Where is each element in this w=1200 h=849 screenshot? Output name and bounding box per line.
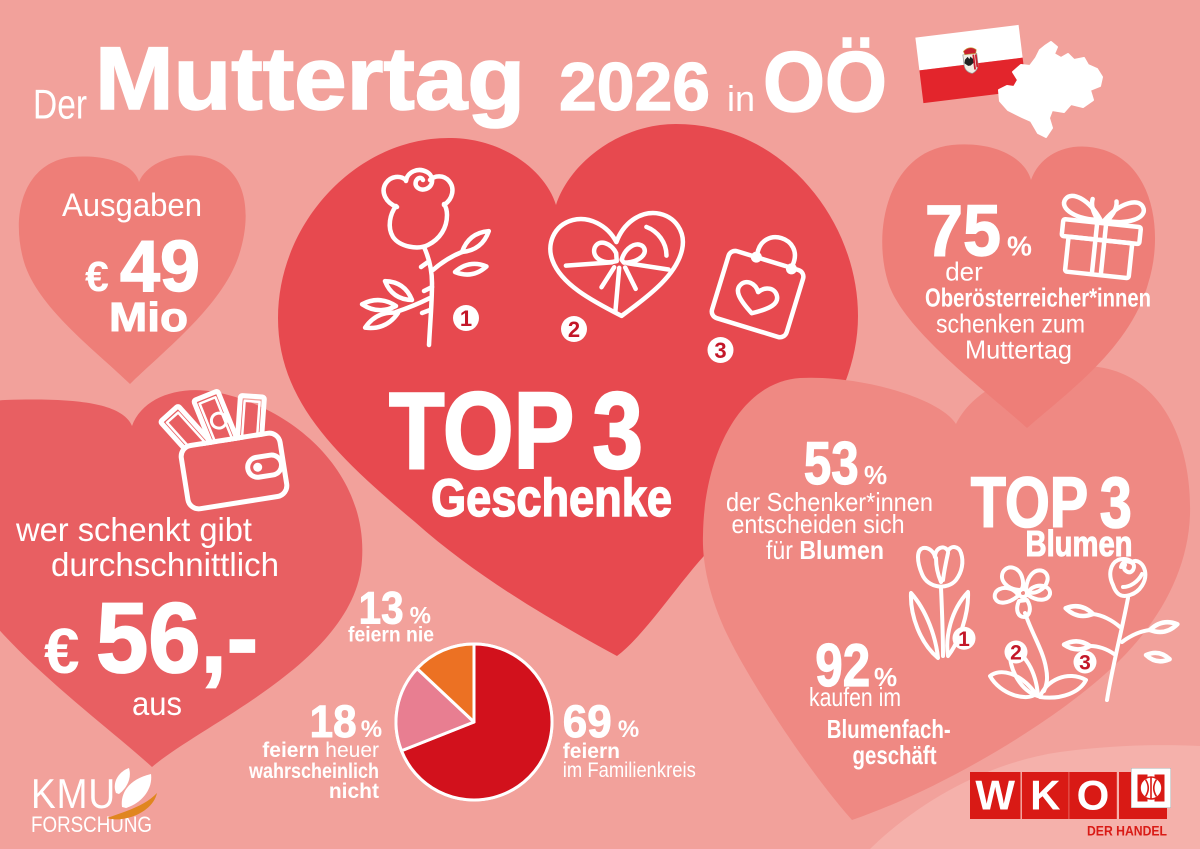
- svg-text:Der: Der: [33, 81, 87, 128]
- svg-text:2: 2: [568, 317, 580, 342]
- svg-text:Muttertag: Muttertag: [965, 335, 1072, 365]
- svg-text:1: 1: [460, 306, 472, 331]
- svg-text:im Familienkreis: im Familienkreis: [563, 759, 696, 782]
- svg-text:wahrscheinlich: wahrscheinlich: [248, 760, 379, 783]
- svg-text:durchschnittlich: durchschnittlich: [51, 546, 279, 583]
- svg-text:schenken zum: schenken zum: [936, 309, 1085, 339]
- svg-text:feiern nie: feiern nie: [348, 624, 434, 647]
- svg-text:%: %: [361, 716, 382, 743]
- svg-text:Blumen: Blumen: [1026, 523, 1133, 564]
- svg-text:€: €: [44, 615, 80, 687]
- svg-text:%: %: [618, 716, 639, 743]
- svg-text:1: 1: [958, 628, 970, 651]
- svg-text:feiern: feiern: [563, 740, 620, 763]
- svg-text:nicht: nicht: [329, 780, 379, 803]
- svg-text:53: 53: [804, 430, 859, 497]
- svg-text:92: 92: [815, 632, 870, 699]
- svg-text:kaufen im: kaufen im: [809, 682, 901, 712]
- svg-text:Oberösterreicher*innen: Oberösterreicher*innen: [925, 283, 1151, 313]
- svg-text:O: O: [1077, 772, 1110, 819]
- svg-text:49: 49: [120, 227, 200, 307]
- svg-text:K: K: [1030, 772, 1060, 819]
- svg-text:der: der: [945, 257, 983, 287]
- svg-text:%: %: [1007, 231, 1032, 262]
- svg-text:18: 18: [310, 696, 357, 747]
- svg-text:feiern heuer: feiern heuer: [262, 739, 379, 762]
- svg-text:TOP 3: TOP 3: [971, 464, 1132, 543]
- svg-text:Blumenfach-: Blumenfach-: [827, 714, 951, 744]
- svg-text:%: %: [874, 662, 897, 692]
- svg-text:3: 3: [714, 338, 726, 363]
- svg-text:wer schenkt gibt: wer schenkt gibt: [15, 511, 252, 548]
- svg-text:W: W: [975, 772, 1015, 819]
- svg-text:%: %: [864, 460, 887, 490]
- svg-text:75: 75: [925, 192, 1001, 272]
- svg-text:OÖ: OÖ: [763, 35, 887, 130]
- svg-text:Geschenke: Geschenke: [431, 469, 672, 528]
- svg-text:geschäft: geschäft: [853, 740, 937, 770]
- svg-text:für Blumen: für Blumen: [766, 535, 884, 565]
- svg-text:Muttertag: Muttertag: [95, 28, 525, 128]
- svg-text:69: 69: [563, 696, 612, 747]
- svg-text:56,-: 56,-: [96, 582, 258, 693]
- svg-text:3: 3: [1079, 652, 1091, 675]
- svg-text:13: 13: [359, 582, 404, 633]
- svg-text:DER HANDEL: DER HANDEL: [1087, 824, 1167, 839]
- svg-text:2: 2: [1010, 642, 1022, 665]
- svg-text:%: %: [410, 602, 431, 629]
- svg-text:2026: 2026: [559, 49, 710, 125]
- svg-text:KMU: KMU: [31, 770, 116, 817]
- svg-text:Mio: Mio: [109, 294, 188, 340]
- svg-text:Ausgaben: Ausgaben: [62, 187, 202, 223]
- svg-text:€: €: [85, 253, 109, 301]
- svg-text:entscheiden sich: entscheiden sich: [732, 509, 905, 539]
- svg-text:in: in: [727, 78, 755, 119]
- svg-text:aus: aus: [132, 685, 182, 722]
- svg-text:der Schenker*innen: der Schenker*innen: [726, 487, 933, 517]
- svg-text:TOP 3: TOP 3: [389, 370, 643, 492]
